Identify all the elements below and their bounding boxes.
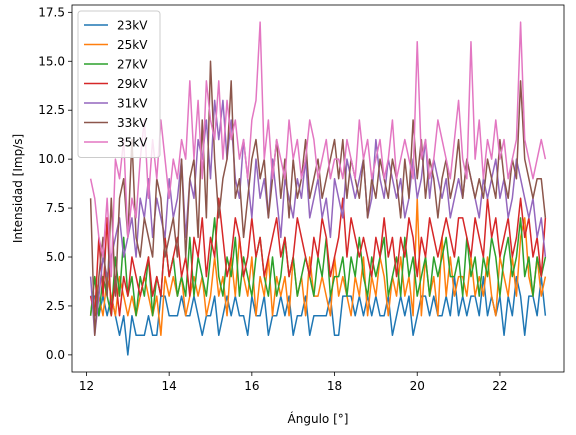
y-tick-label: 17.5 <box>38 5 65 19</box>
y-tick-label: 12.5 <box>38 103 65 117</box>
legend-label: 31kV <box>117 97 148 111</box>
y-tick-label: 10.0 <box>38 152 65 166</box>
x-tick-label: 12 <box>79 379 94 393</box>
y-axis-label: Intensidad [Imp/s] <box>11 134 25 243</box>
chart-legend: 23kV 25kV 27kV 29kV 31kV 33kV 35kV <box>77 10 161 158</box>
legend-label: 35kV <box>117 136 148 150</box>
legend-label: 23kV <box>117 19 148 33</box>
x-tick-label: 16 <box>244 379 259 393</box>
x-tick-label: 20 <box>410 379 425 393</box>
y-tick-label: 0.0 <box>46 348 65 362</box>
legend-box <box>77 10 161 158</box>
y-tick-label: 7.5 <box>46 201 65 215</box>
plot-frame <box>71 4 565 373</box>
series-line-33kV <box>89 60 547 337</box>
x-tick-label: 18 <box>327 379 342 393</box>
y-tick-label: 5.0 <box>46 250 65 264</box>
plot-lines <box>89 21 547 356</box>
legend-label: 33kV <box>117 116 148 130</box>
series-line-35kV <box>89 21 547 278</box>
legend-label: 25kV <box>117 38 148 52</box>
y-axis-ticks: 0.0 2.5 5.0 7.5 10.0 12.5 15.0 17.5 <box>38 5 72 362</box>
y-tick-label: 15.0 <box>38 54 65 68</box>
legend-label: 27kV <box>117 58 148 72</box>
x-tick-label: 14 <box>162 379 177 393</box>
y-tick-label: 2.5 <box>46 299 65 313</box>
x-axis-label: Ángulo [°] <box>288 411 349 426</box>
legend-label: 29kV <box>117 77 148 91</box>
x-axis-ticks: 12 14 16 18 20 22 <box>79 372 508 393</box>
series-line-23kV <box>90 275 547 356</box>
x-tick-label: 22 <box>492 379 507 393</box>
